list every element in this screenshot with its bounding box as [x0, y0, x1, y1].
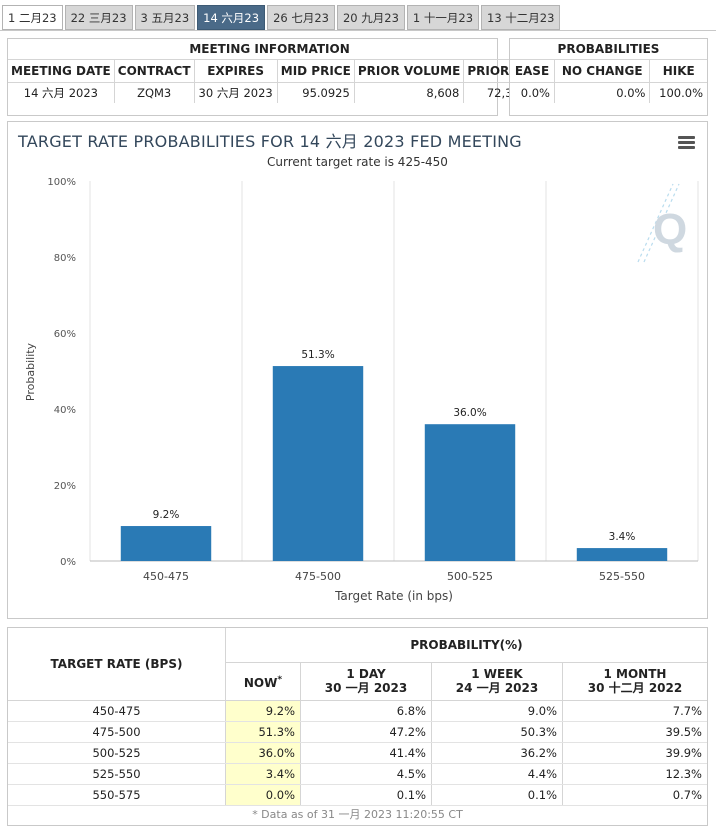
header-mid-price: MID PRICE — [277, 59, 355, 83]
data-timestamp-footnote: * Data as of 31 一月 2023 11:20:55 CT — [252, 807, 463, 821]
week-cell: 9.0% — [431, 700, 563, 722]
week-cell: 0.1% — [431, 784, 563, 806]
header-1-week: 1 WEEK 24 一月 2023 — [431, 662, 563, 701]
prior-volume-value: 8,608 — [354, 82, 465, 103]
tab-meeting-6[interactable]: 20 九月23 — [336, 5, 405, 30]
week-cell: 50.3% — [431, 721, 563, 743]
ease-value: 0.0% — [510, 82, 555, 103]
now-cell: 51.3% — [225, 721, 301, 743]
tab-meeting-4-active[interactable]: 14 六月23 — [197, 5, 266, 30]
probabilities-panel: PROBABILITIES EASE NO CHANGE HIKE 0.0% 0… — [509, 38, 708, 116]
x-axis-title: Target Rate (in bps) — [334, 589, 453, 603]
tab-bar-divider — [0, 30, 716, 31]
y-tick-label: 60% — [54, 329, 76, 340]
hamburger-menu-icon[interactable] — [678, 136, 695, 149]
now-cell: 9.2% — [225, 700, 301, 722]
no-change-value: 0.0% — [554, 82, 651, 103]
x-tick-label: 450-475 — [143, 570, 189, 583]
expires-value: 30 六月 2023 — [194, 82, 278, 103]
bar-chart: Q 0% 20% 40% 60% 80% 100% 9.2% 450-475 51.3% 475-… — [24, 177, 699, 603]
x-tick-label: 500-525 — [447, 570, 493, 583]
data-label: 3.4% — [609, 531, 636, 543]
now-cell: 3.4% — [225, 763, 301, 785]
header-probability-group: PROBABILITY(%) — [225, 628, 707, 663]
y-tick-label: 100% — [47, 177, 76, 188]
data-label: 36.0% — [453, 407, 486, 419]
contract-value: ZQM3 — [114, 82, 195, 103]
day-cell: 0.1% — [300, 784, 432, 806]
header-1-day: 1 DAY 30 一月 2023 — [300, 662, 432, 701]
data-label: 9.2% — [153, 509, 180, 521]
now-cell: 0.0% — [225, 784, 301, 806]
probability-history-table: TARGET RATE (BPS) PROBABILITY(%) NOW* 1 … — [8, 628, 707, 806]
bar-525-550 — [576, 548, 668, 561]
month-cell: 39.9% — [562, 742, 707, 764]
table-row: 500-525 36.0% 41.4% 36.2% 39.9% — [8, 742, 707, 764]
table-row: 525-550 3.4% 4.5% 4.4% 12.3% — [8, 763, 707, 785]
y-tick-label: 0% — [60, 557, 76, 568]
header-hike: HIKE — [649, 59, 707, 83]
header-1-month: 1 MONTH 30 十二月 2022 — [562, 662, 707, 701]
rate-cell: 550-575 — [8, 784, 226, 806]
tab-meeting-1[interactable]: 1 二月23 — [2, 5, 63, 30]
day-cell: 47.2% — [300, 721, 432, 743]
y-tick-label: 40% — [54, 405, 76, 416]
y-axis-title: Probability — [24, 342, 37, 401]
header-prior-volume: PRIOR VOLUME — [354, 59, 465, 83]
day-cell: 6.8% — [300, 700, 432, 722]
now-cell: 36.0% — [225, 742, 301, 764]
header-expires: EXPIRES — [194, 59, 278, 83]
table-row: 450-475 9.2% 6.8% 9.0% 7.7% — [8, 700, 707, 722]
month-cell: 39.5% — [562, 721, 707, 743]
watermark-letter: Q — [653, 205, 687, 254]
week-cell: 4.4% — [431, 763, 563, 785]
header-meeting-date: MEETING DATE — [8, 59, 115, 83]
probability-history-panel: TARGET RATE (BPS) PROBABILITY(%) NOW* 1 … — [7, 627, 708, 826]
chart-panel: TARGET RATE PROBABILITIES FOR 14 六月 2023… — [7, 121, 708, 619]
rate-cell: 475-500 — [8, 721, 226, 743]
meeting-info-table: MEETING INFORMATION MEETING DATE CONTRAC… — [8, 39, 532, 103]
header-ease: EASE — [510, 59, 555, 83]
hike-value: 100.0% — [659, 86, 703, 100]
q-logo-watermark: Q — [637, 183, 687, 263]
x-tick-label: 475-500 — [295, 570, 341, 583]
data-label: 51.3% — [301, 349, 334, 361]
rate-cell: 525-550 — [8, 763, 226, 785]
table-row: 550-575 0.0% 0.1% 0.1% 0.7% — [8, 784, 707, 806]
tab-meeting-7[interactable]: 1 十一月23 — [406, 5, 480, 30]
meeting-info-title: MEETING INFORMATION — [8, 39, 532, 60]
header-contract: CONTRACT — [114, 59, 195, 83]
table-row: 475-500 51.3% 47.2% 50.3% 39.5% — [8, 721, 707, 743]
meeting-info-panel: MEETING INFORMATION MEETING DATE CONTRAC… — [7, 38, 532, 116]
tab-meeting-5[interactable]: 26 七月23 — [267, 5, 335, 30]
y-tick-label: 20% — [54, 481, 76, 492]
bar-500-525 — [424, 424, 516, 561]
y-tick-label: 80% — [54, 253, 76, 264]
tab-meeting-2[interactable]: 22 三月23 — [64, 5, 133, 30]
probabilities-title: PROBABILITIES — [510, 39, 707, 60]
day-cell: 4.5% — [300, 763, 432, 785]
x-tick-label: 525-550 — [599, 570, 645, 583]
day-cell: 41.4% — [300, 742, 432, 764]
rate-cell: 450-475 — [8, 700, 226, 722]
month-cell: 7.7% — [562, 700, 707, 722]
meeting-tabs: 1 二月23 22 三月23 3 五月23 14 六月23 26 七月23 20… — [2, 5, 561, 30]
header-target-rate: TARGET RATE (BPS) — [8, 628, 226, 701]
chart-title: TARGET RATE PROBABILITIES FOR 14 六月 2023… — [18, 132, 522, 151]
week-cell: 36.2% — [431, 742, 563, 764]
meeting-date-value: 14 六月 2023 — [8, 82, 115, 103]
header-no-change: NO CHANGE — [554, 59, 651, 83]
header-now: NOW* — [225, 662, 301, 701]
rate-cell: 500-525 — [8, 742, 226, 764]
chart-subtitle: Current target rate is 425-450 — [267, 155, 448, 169]
bar-475-500 — [272, 366, 364, 561]
bar-450-475 — [120, 526, 212, 561]
tab-meeting-3[interactable]: 3 五月23 — [134, 5, 196, 30]
month-cell: 0.7% — [562, 784, 707, 806]
tab-meeting-8[interactable]: 13 十二月23 — [481, 5, 561, 30]
month-cell: 12.3% — [562, 763, 707, 785]
probabilities-table: PROBABILITIES EASE NO CHANGE HIKE 0.0% 0… — [510, 39, 707, 103]
mid-price-value: 95.0925 — [277, 82, 355, 103]
